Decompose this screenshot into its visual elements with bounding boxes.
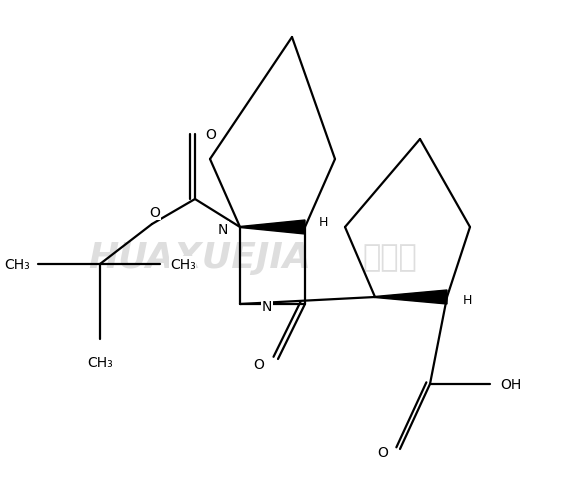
Text: OH: OH	[500, 377, 521, 391]
Text: H: H	[463, 294, 473, 307]
Text: O: O	[253, 357, 264, 371]
Text: H: H	[319, 216, 328, 229]
Polygon shape	[375, 290, 447, 305]
Text: N: N	[218, 223, 228, 237]
Text: CH₃: CH₃	[4, 258, 30, 271]
Text: HUAXUEJIA: HUAXUEJIA	[89, 241, 312, 274]
Text: CH₃: CH₃	[170, 258, 195, 271]
Text: O: O	[205, 128, 216, 142]
Polygon shape	[240, 221, 305, 235]
Text: CH₃: CH₃	[87, 355, 113, 369]
Text: 化学加: 化学加	[363, 243, 417, 272]
Text: O: O	[377, 445, 388, 459]
Text: N: N	[262, 299, 272, 313]
Text: O: O	[150, 205, 160, 220]
